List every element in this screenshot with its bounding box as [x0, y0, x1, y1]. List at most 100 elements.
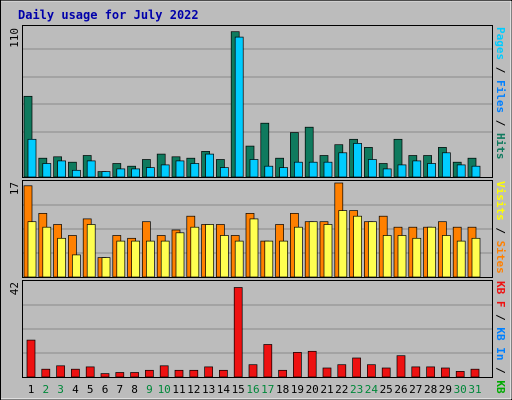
- legend-hits: Hits: [494, 133, 507, 160]
- x-axis-label-day-22: 22: [335, 383, 348, 396]
- bar-visits-day-27: [412, 237, 422, 278]
- x-axis-label-day-11: 11: [172, 383, 185, 396]
- bar-visits-day-17: [264, 240, 274, 278]
- legend-separator: /: [494, 60, 507, 80]
- bar-files-day-11: [175, 160, 185, 178]
- bar-files-day-12: [190, 163, 200, 178]
- bar-files-day-24: [368, 159, 377, 178]
- bar-visits-day-21: [323, 224, 333, 278]
- legend-kb-f: KB F: [494, 281, 507, 308]
- x-axis-labels: 1 2 3 4 5 6 7 8 9 10 11 12 13 14 15 16 17 18 19 20 21 22 23 24 2…: [28, 383, 482, 396]
- bar-files-day-17: [264, 165, 274, 178]
- bar-kb-f-day-21: [322, 367, 332, 378]
- bar-visits-day-11: [175, 232, 185, 278]
- x-axis-label-day-19: 19: [291, 383, 304, 396]
- bar-files-day-29: [442, 152, 451, 178]
- bar-visits-day-25: [382, 235, 392, 278]
- x-axis-label-day-27: 27: [409, 383, 422, 396]
- x-axis-label-day-18: 18: [276, 383, 289, 396]
- bar-files-day-10: [160, 164, 170, 178]
- x-axis-label-day-13: 13: [202, 383, 215, 396]
- x-axis-label-day-12: 12: [187, 383, 200, 396]
- bar-kb-f-day-11: [174, 369, 184, 378]
- bar-kb-f-day-28: [426, 366, 435, 378]
- bar-visits-day-30: [456, 240, 466, 278]
- bar-files-day-4: [72, 169, 81, 178]
- x-axis-label-day-25: 25: [380, 383, 393, 396]
- bar-visits-day-22: [338, 210, 348, 278]
- bar-files-day-25: [382, 168, 392, 178]
- x-axis-label-day-29: 29: [439, 383, 452, 396]
- x-axis-label-day-7: 7: [116, 383, 123, 396]
- bar-kb-f-day-19: [293, 352, 302, 378]
- bar-kb-f-day-20: [307, 350, 317, 378]
- bar-files-day-2: [42, 163, 52, 178]
- x-axis-label-day-26: 26: [394, 383, 407, 396]
- bar-kb-f-day-4: [71, 368, 80, 378]
- bars: [23, 31, 481, 378]
- bar-visits-day-24: [368, 221, 377, 278]
- x-axis-label-day-2: 2: [42, 383, 49, 396]
- bar-kb-f-day-1: [26, 339, 36, 378]
- legend-files: Files: [494, 80, 507, 113]
- bar-kb-f-day-30: [455, 371, 465, 378]
- x-axis-label-day-16: 16: [246, 383, 259, 396]
- bar-kb-f-day-2: [41, 368, 51, 378]
- bar-kb-f-day-6: [100, 373, 110, 378]
- bar-visits-day-9: [146, 240, 155, 278]
- bar-kb-f-day-24: [367, 364, 376, 378]
- legend-kb-out: KB Out: [494, 380, 507, 400]
- bar-files-day-28: [427, 163, 436, 178]
- bar-files-day-9: [146, 167, 155, 178]
- bar-visits-day-15: [234, 240, 244, 278]
- x-axis-label-day-21: 21: [320, 383, 333, 396]
- bar-files-day-20: [308, 161, 318, 178]
- bar-visits-day-20: [308, 221, 318, 278]
- bar-files-day-14: [220, 167, 229, 178]
- bar-visits-day-19: [294, 226, 303, 278]
- x-axis-label-day-23: 23: [350, 383, 363, 396]
- legend-panel-3: KB F / KB In / KB Out: [494, 281, 507, 400]
- x-axis-label-day-30: 30: [454, 383, 467, 396]
- kbytes-ymax-label: 42: [8, 282, 21, 295]
- legend-separator: /: [494, 361, 507, 381]
- bar-files-day-23: [353, 143, 362, 178]
- hits-ymax-label: 110: [8, 28, 21, 48]
- x-axis-label-day-8: 8: [131, 383, 138, 396]
- bar-kb-f-day-25: [381, 367, 391, 378]
- bar-files-day-18: [279, 167, 288, 178]
- bar-visits-day-26: [397, 235, 407, 278]
- bar-visits-day-8: [131, 240, 140, 278]
- x-axis-label-day-17: 17: [261, 383, 274, 396]
- bar-kb-f-day-3: [56, 365, 65, 378]
- bar-kb-f-day-13: [204, 366, 213, 378]
- bar-kb-f-day-26: [396, 355, 406, 378]
- chart-title: Daily usage for July 2022: [18, 8, 199, 22]
- bar-files-day-27: [412, 160, 422, 178]
- x-axis-label-day-6: 6: [102, 383, 109, 396]
- bar-files-day-7: [116, 168, 126, 178]
- bar-files-day-3: [57, 160, 66, 178]
- bar-kb-f-day-23: [352, 357, 361, 378]
- bar-kb-f-day-27: [411, 366, 421, 378]
- bar-visits-day-1: [27, 221, 37, 278]
- x-axis-label-day-5: 5: [87, 383, 94, 396]
- bar-files-day-30: [456, 164, 466, 178]
- x-axis-label-day-9: 9: [146, 383, 153, 396]
- bar-visits-day-13: [205, 224, 214, 278]
- bar-visits-day-3: [57, 237, 66, 278]
- bar-files-day-1: [27, 138, 37, 178]
- bar-kb-f-day-15: [233, 287, 243, 378]
- legend-separator: /: [494, 308, 507, 328]
- x-axis-label-day-4: 4: [72, 383, 79, 396]
- bar-visits-day-29: [442, 235, 451, 278]
- bar-kb-f-day-8: [130, 372, 139, 378]
- bar-files-day-26: [397, 164, 407, 178]
- bar-visits-day-2: [42, 226, 52, 278]
- bar-visits-day-12: [190, 226, 200, 278]
- bar-kb-f-day-29: [441, 367, 450, 378]
- bar-kb-f-day-14: [219, 369, 228, 378]
- x-axis-label-day-14: 14: [217, 383, 231, 396]
- bar-visits-day-23: [353, 215, 362, 278]
- x-axis-label-day-15: 15: [232, 383, 245, 396]
